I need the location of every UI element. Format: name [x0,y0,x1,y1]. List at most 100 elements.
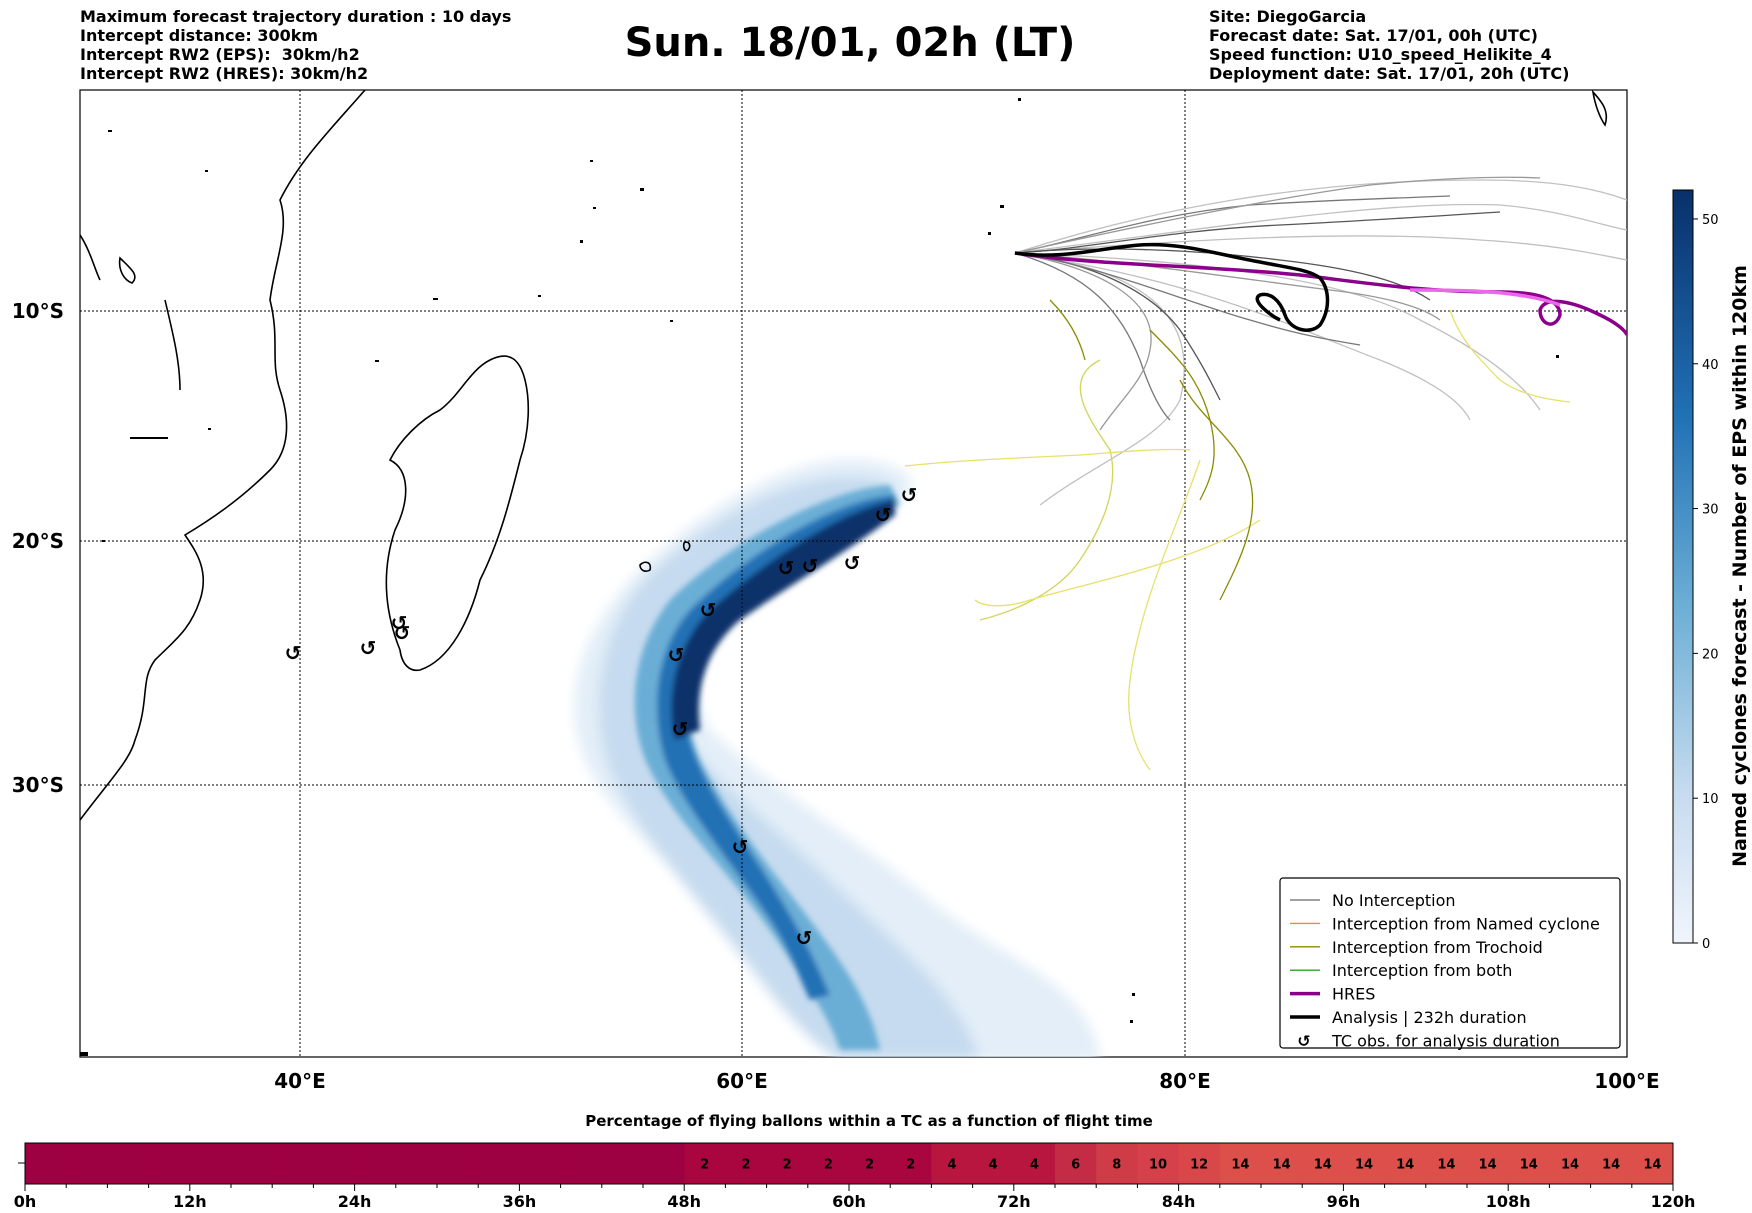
heat-cell [725,1143,768,1184]
lon-label: 40°E [274,1069,326,1093]
heat-cell [1261,1143,1303,1184]
chart-x-tick-label: 0h [14,1192,37,1211]
tc-observation-icon: ↺ [672,717,689,741]
colorbar-scale [1672,189,1694,944]
tc-observation-icon: ↺ [360,636,377,660]
trochoid-interception-trajectories [904,299,1571,771]
lat-label: 20°S [12,529,64,553]
chart-x-tick-label: 60h [832,1192,866,1211]
heat-cell [1631,1143,1674,1184]
heat-cell [107,1143,150,1184]
heat-cell-label: 14 [1479,1158,1497,1173]
heat-cell [519,1143,562,1184]
heat-cell-label: 12 [1190,1158,1208,1173]
legend-item: Interception from both [1290,961,1512,980]
main-title: Sun. 18/01, 02h (LT) [624,20,1076,66]
tc-observation-icon: ↺ [285,641,302,665]
heat-cell-label: 14 [1520,1158,1538,1173]
legend-label: HRES [1332,985,1375,1004]
colorbar-tick-label: 10 [1702,792,1719,807]
legend-item: HRES [1290,985,1375,1004]
heat-cell [1302,1143,1344,1184]
heat-cell [395,1143,438,1184]
small-islands [80,98,1559,1056]
hres-trajectory-late [1409,288,1561,307]
heat-cell-label: 8 [1112,1158,1121,1173]
heat-cell [189,1143,232,1184]
lon-label: 60°E [716,1069,768,1093]
tc-observation-icon: ↺ [700,598,717,622]
heat-cell-label: 6 [1071,1158,1080,1173]
heat-cell [231,1143,273,1184]
tc-observation-icon: ↺ [802,554,819,578]
heat-cell [1013,1143,1056,1184]
analysis-trajectory [1014,242,1330,332]
tc-observation-markers: ↺ ↺ ↺ ↺ ↺ ↺ ↺ ↺ ↺ ↺ ↺ ↺ ↺ ↺ [285,483,918,950]
chart-x-tick-label: 108h [1486,1192,1531,1211]
chart-x-tick-label: 24h [338,1192,372,1211]
heat-cell-label: 2 [783,1158,792,1173]
heat-cell-label: 14 [1355,1158,1373,1173]
heat-cell [354,1143,397,1184]
colorbar-tick-label: 30 [1702,503,1719,518]
chart-x-tick-label: 84h [1162,1192,1196,1211]
heat-cell [807,1143,850,1184]
heat-cell-label: 4 [947,1158,956,1173]
chart-x-tick-label: 120h [1651,1192,1696,1211]
coastlines [80,90,1608,821]
flight-time-chart: Percentage of flying ballons within a TC… [14,1112,1696,1211]
header-line: Deployment date: Sat. 17/01, 20h (UTC) [1209,64,1570,83]
heat-cell [560,1143,603,1184]
tc-observation-icon: ↺ [778,556,795,580]
heat-cell-label: 4 [1030,1158,1039,1173]
heat-cell-label: 2 [700,1158,709,1173]
heat-cell-label: 14 [1231,1158,1249,1173]
header-line: Intercept distance: 300km [80,26,319,45]
lon-label: 80°E [1159,1069,1211,1093]
heat-cell [972,1143,1015,1184]
colorbar-tick-label: 20 [1702,647,1719,662]
legend-label: Analysis | 232h duration [1332,1008,1527,1027]
tc-observation-icon: ↺ [796,926,813,950]
heat-cell [890,1143,932,1184]
header-line: Forecast date: Sat. 17/01, 00h (UTC) [1209,26,1538,45]
colorbar-tick-label: 50 [1702,213,1719,228]
legend-item: Analysis | 232h duration [1290,1008,1527,1027]
heat-cell-label: 4 [989,1158,998,1173]
heat-cell [478,1143,520,1184]
heat-cell [313,1143,356,1184]
heat-cell [272,1143,314,1184]
colorbar-tick-label: 40 [1702,358,1719,373]
heat-cell-label: 14 [1314,1158,1332,1173]
legend-label: Interception from Named cyclone [1332,914,1600,933]
heat-cell [1219,1143,1262,1184]
heat-cell-label: 14 [1396,1158,1414,1173]
colorbar: 0 10 20 30 40 50 Named cyclones forecast - Nu… [1672,189,1751,952]
heat-cell [1467,1143,1509,1184]
map-panel: ↺ ↺ ↺ ↺ ↺ ↺ ↺ ↺ ↺ ↺ ↺ ↺ ↺ ↺ 40°E 60°E 80… [12,89,1660,1093]
latitude-labels: 10°S 20°S 30°S [12,299,64,797]
heat-cell-label: 2 [865,1158,874,1173]
chart-x-tick-label: 12h [173,1192,207,1211]
heat-cell [1508,1143,1550,1184]
legend-label: TC obs. for analysis duration [1331,1031,1560,1050]
hres-trajectory [1014,251,1627,336]
chart-x-tick-label: 96h [1327,1192,1361,1211]
tc-observation-icon: ↺ [844,551,861,575]
chart-title: Percentage of flying ballons within a TC… [585,1112,1153,1130]
heat-cell [601,1143,644,1184]
heat-cell-label: 2 [906,1158,915,1173]
cyclone-density-field [574,459,1100,1057]
heat-cell [1343,1143,1386,1184]
heat-cell [1137,1143,1180,1184]
legend-item: ↺ TC obs. for analysis duration [1297,1031,1560,1050]
heat-cell-label: 14 [1437,1158,1455,1173]
tc-observation-icon: ↺ [668,643,685,667]
lat-label: 10°S [12,299,64,323]
map-legend: No Interception Interception from Named c… [1279,877,1621,1050]
heat-cell [849,1143,891,1184]
chart-x-tick-label: 72h [997,1192,1031,1211]
legend-box [1279,877,1621,1049]
legend-label: Interception from Trochoid [1332,938,1543,957]
